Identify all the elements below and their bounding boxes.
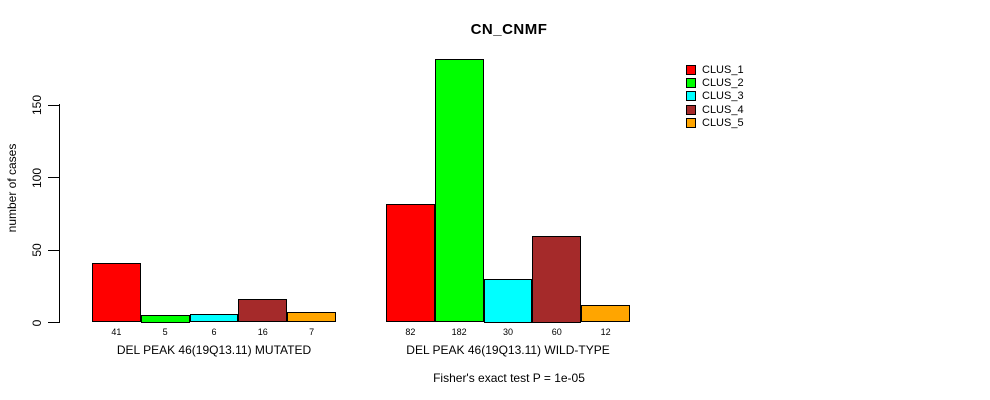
bar-clus_5-group-1 xyxy=(581,305,630,323)
bar-clus_3-group-0 xyxy=(189,313,239,323)
bar-clus_2-group-1 xyxy=(434,58,484,323)
legend-swatch-clus_3 xyxy=(686,91,696,102)
bar-value-label: 82 xyxy=(405,327,416,337)
bar-clus_2-group-0 xyxy=(140,315,190,323)
legend-item: CLUS_1 xyxy=(686,63,744,76)
legend-label: CLUS_3 xyxy=(702,90,744,103)
legend-item: CLUS_2 xyxy=(686,76,744,89)
legend-swatch-clus_4 xyxy=(686,104,696,115)
chart-title: CN_CNMF xyxy=(470,21,548,38)
legend-label: CLUS_1 xyxy=(702,63,744,76)
bar-clus_4-group-1 xyxy=(532,235,582,323)
bar-clus_3-group-1 xyxy=(483,279,533,323)
y-tick-label: 150 xyxy=(30,94,44,116)
y-tick xyxy=(48,104,59,106)
legend-label: CLUS_2 xyxy=(702,77,744,90)
bar-clus_4-group-0 xyxy=(238,299,288,323)
bar-value-label: 41 xyxy=(111,327,122,337)
legend-label: CLUS_5 xyxy=(702,117,744,130)
legend: CLUS_1 CLUS_2 CLUS_3 CLUS_4 CLUS_5 xyxy=(686,63,744,130)
bar-value-label: 182 xyxy=(451,327,467,337)
bar-value-label: 12 xyxy=(600,327,611,337)
y-axis-title: number of cases xyxy=(5,143,19,233)
legend-label: CLUS_4 xyxy=(702,103,744,116)
y-tick-label: 50 xyxy=(30,243,44,257)
legend-swatch-clus_1 xyxy=(686,64,696,75)
bar-clus_5-group-0 xyxy=(287,312,336,323)
legend-item: CLUS_5 xyxy=(686,117,744,130)
bar-clus_1-group-1 xyxy=(386,203,435,323)
bar-value-label: 6 xyxy=(211,327,217,337)
group-label-wildtype: DEL PEAK 46(19Q13.11) WILD-TYPE xyxy=(406,343,610,357)
legend-item: CLUS_3 xyxy=(686,90,744,103)
bar-value-label: 5 xyxy=(162,327,168,337)
y-tick xyxy=(48,249,59,251)
y-tick xyxy=(48,177,59,178)
legend-swatch-clus_2 xyxy=(686,78,696,89)
y-tick-label: 100 xyxy=(30,167,44,188)
bar-value-label: 30 xyxy=(502,327,514,337)
group-label-mutated: DEL PEAK 46(19Q13.11) MUTATED xyxy=(116,343,312,357)
bar-value-label: 7 xyxy=(309,327,315,337)
bar-value-label: 16 xyxy=(257,327,268,337)
y-tick xyxy=(48,322,59,323)
y-axis-line xyxy=(59,104,60,323)
legend-item: CLUS_4 xyxy=(686,103,744,116)
y-tick-label: 0 xyxy=(30,319,44,326)
bar-value-label: 60 xyxy=(551,327,562,337)
fisher-test-annotation: Fisher's exact test P = 1e-05 xyxy=(433,371,585,385)
legend-swatch-clus_5 xyxy=(686,118,696,129)
bar-clus_1-group-0 xyxy=(92,263,141,323)
